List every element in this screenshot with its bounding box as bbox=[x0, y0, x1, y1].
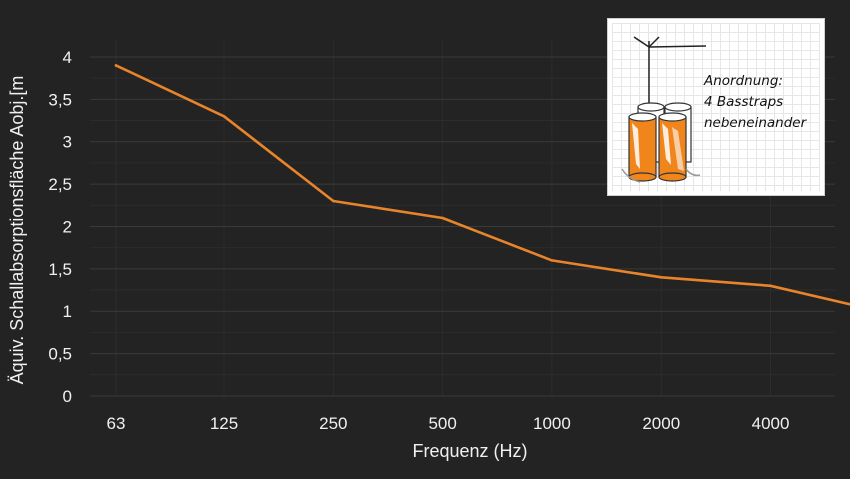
x-tick-label: 500 bbox=[428, 414, 456, 433]
series-layer bbox=[114, 64, 850, 306]
arrangement-inset: Anordnung: 4 Basstraps nebeneinander bbox=[607, 18, 825, 196]
data-point bbox=[332, 199, 335, 203]
x-tick-label: 250 bbox=[319, 414, 347, 433]
y-tick-label: 1 bbox=[63, 302, 72, 321]
data-point bbox=[441, 216, 444, 220]
data-point bbox=[222, 114, 226, 118]
x-tick-label: 1000 bbox=[533, 414, 571, 433]
series-line bbox=[114, 64, 850, 306]
y-tick-label: 2,5 bbox=[48, 175, 72, 194]
data-point bbox=[114, 64, 118, 67]
y-tick-label: 1,5 bbox=[48, 260, 72, 279]
x-tick-label: 63 bbox=[107, 414, 126, 433]
y-tick-label: 2 bbox=[63, 217, 72, 236]
data-point bbox=[769, 284, 772, 288]
y-tick-label: 4 bbox=[63, 48, 72, 67]
data-point bbox=[659, 276, 663, 279]
x-tick-label: 4000 bbox=[752, 414, 790, 433]
basstrap-arrangement-icon bbox=[621, 36, 707, 183]
inset-caption-line: Anordnung: bbox=[704, 73, 783, 89]
inset-caption-line: nebeneinander bbox=[704, 115, 807, 131]
x-axis-ticks: 63 125 250 500 1000 2000 4000 bbox=[107, 414, 790, 433]
y-tick-label: 3,5 bbox=[48, 90, 72, 109]
x-axis-title: Frequenz (Hz) bbox=[412, 441, 527, 461]
inset-caption-line: 4 Basstraps bbox=[704, 94, 784, 110]
y-tick-label: 3 bbox=[63, 133, 72, 152]
inset-caption: Anordnung: 4 Basstraps nebeneinander bbox=[704, 71, 824, 134]
data-point bbox=[550, 259, 554, 262]
x-tick-label: 2000 bbox=[642, 414, 680, 433]
y-axis-ticks: 0 0,5 1 1,5 2 2,5 3 3,5 4 bbox=[48, 48, 72, 406]
y-axis-title: Äquiv. Schallabsorptionsfläche Aobj.[m bbox=[7, 76, 27, 385]
x-tick-label: 125 bbox=[210, 414, 238, 433]
y-tick-label: 0,5 bbox=[48, 345, 72, 364]
y-tick-label: 0 bbox=[63, 387, 72, 406]
